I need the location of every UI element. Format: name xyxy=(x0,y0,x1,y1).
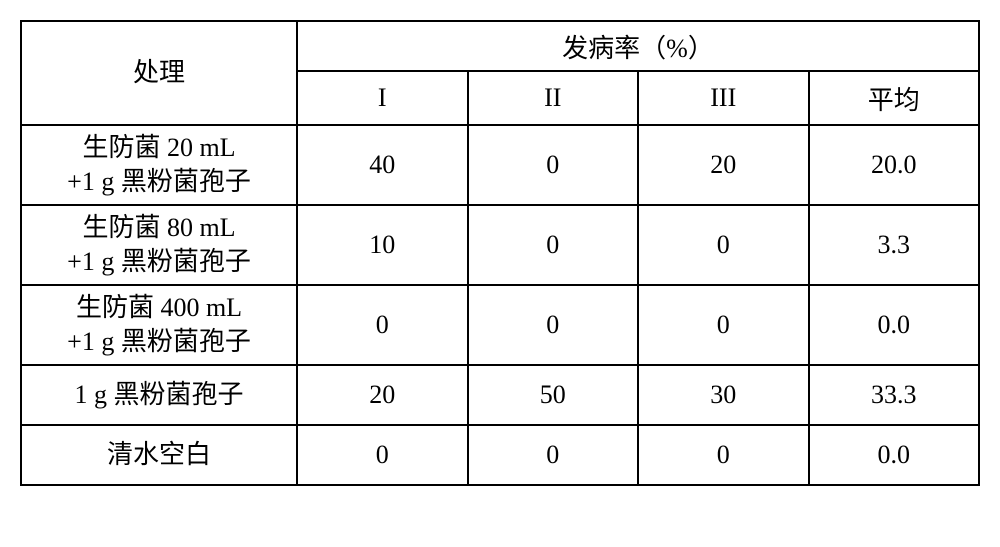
value-cell: 0 xyxy=(468,125,639,205)
value-cell: 30 xyxy=(638,365,809,425)
treatment-line1: 清水空白 xyxy=(107,440,211,469)
treatment-line2: +1 g 黑粉菌孢子 xyxy=(67,247,251,276)
value-cell: 0 xyxy=(468,205,639,285)
subheader-ii: II xyxy=(468,71,639,125)
subheader-iii: III xyxy=(638,71,809,125)
treatment-cell: 生防菌 20 mL +1 g 黑粉菌孢子 xyxy=(21,125,297,205)
treatment-cell: 1 g 黑粉菌孢子 xyxy=(21,365,297,425)
value-cell: 10 xyxy=(297,205,468,285)
treatment-line2: +1 g 黑粉菌孢子 xyxy=(67,327,251,356)
value-cell: 33.3 xyxy=(809,365,980,425)
value-cell: 0 xyxy=(297,425,468,485)
treatment-line2: +1 g 黑粉菌孢子 xyxy=(67,167,251,196)
treatment-line1: 生防菌 80 mL xyxy=(82,213,235,242)
table-row: 生防菌 80 mL +1 g 黑粉菌孢子 10 0 0 3.3 xyxy=(21,205,979,285)
value-cell: 0 xyxy=(638,425,809,485)
treatment-line1: 生防菌 20 mL xyxy=(82,133,235,162)
treatment-cell: 生防菌 400 mL +1 g 黑粉菌孢子 xyxy=(21,285,297,365)
value-cell: 0.0 xyxy=(809,285,980,365)
value-cell: 20 xyxy=(638,125,809,205)
incidence-table: 处理 发病率（%） I II III 平均 生防菌 20 mL +1 g 黑粉菌… xyxy=(20,20,980,486)
treatment-cell: 清水空白 xyxy=(21,425,297,485)
value-cell: 0.0 xyxy=(809,425,980,485)
table-header-row: 处理 发病率（%） xyxy=(21,21,979,71)
value-cell: 20 xyxy=(297,365,468,425)
table-row: 生防菌 400 mL +1 g 黑粉菌孢子 0 0 0 0.0 xyxy=(21,285,979,365)
header-treatment: 处理 xyxy=(21,21,297,125)
subheader-i: I xyxy=(297,71,468,125)
value-cell: 0 xyxy=(297,285,468,365)
value-cell: 20.0 xyxy=(809,125,980,205)
treatment-line1: 生防菌 400 mL xyxy=(76,293,242,322)
value-cell: 0 xyxy=(638,285,809,365)
value-cell: 40 xyxy=(297,125,468,205)
treatment-line1: 1 g 黑粉菌孢子 xyxy=(74,380,243,409)
table-row: 清水空白 0 0 0 0.0 xyxy=(21,425,979,485)
table-row: 1 g 黑粉菌孢子 20 50 30 33.3 xyxy=(21,365,979,425)
header-group: 发病率（%） xyxy=(297,21,979,71)
value-cell: 0 xyxy=(638,205,809,285)
value-cell: 3.3 xyxy=(809,205,980,285)
value-cell: 50 xyxy=(468,365,639,425)
treatment-cell: 生防菌 80 mL +1 g 黑粉菌孢子 xyxy=(21,205,297,285)
value-cell: 0 xyxy=(468,285,639,365)
table-row: 生防菌 20 mL +1 g 黑粉菌孢子 40 0 20 20.0 xyxy=(21,125,979,205)
subheader-avg: 平均 xyxy=(809,71,980,125)
value-cell: 0 xyxy=(468,425,639,485)
